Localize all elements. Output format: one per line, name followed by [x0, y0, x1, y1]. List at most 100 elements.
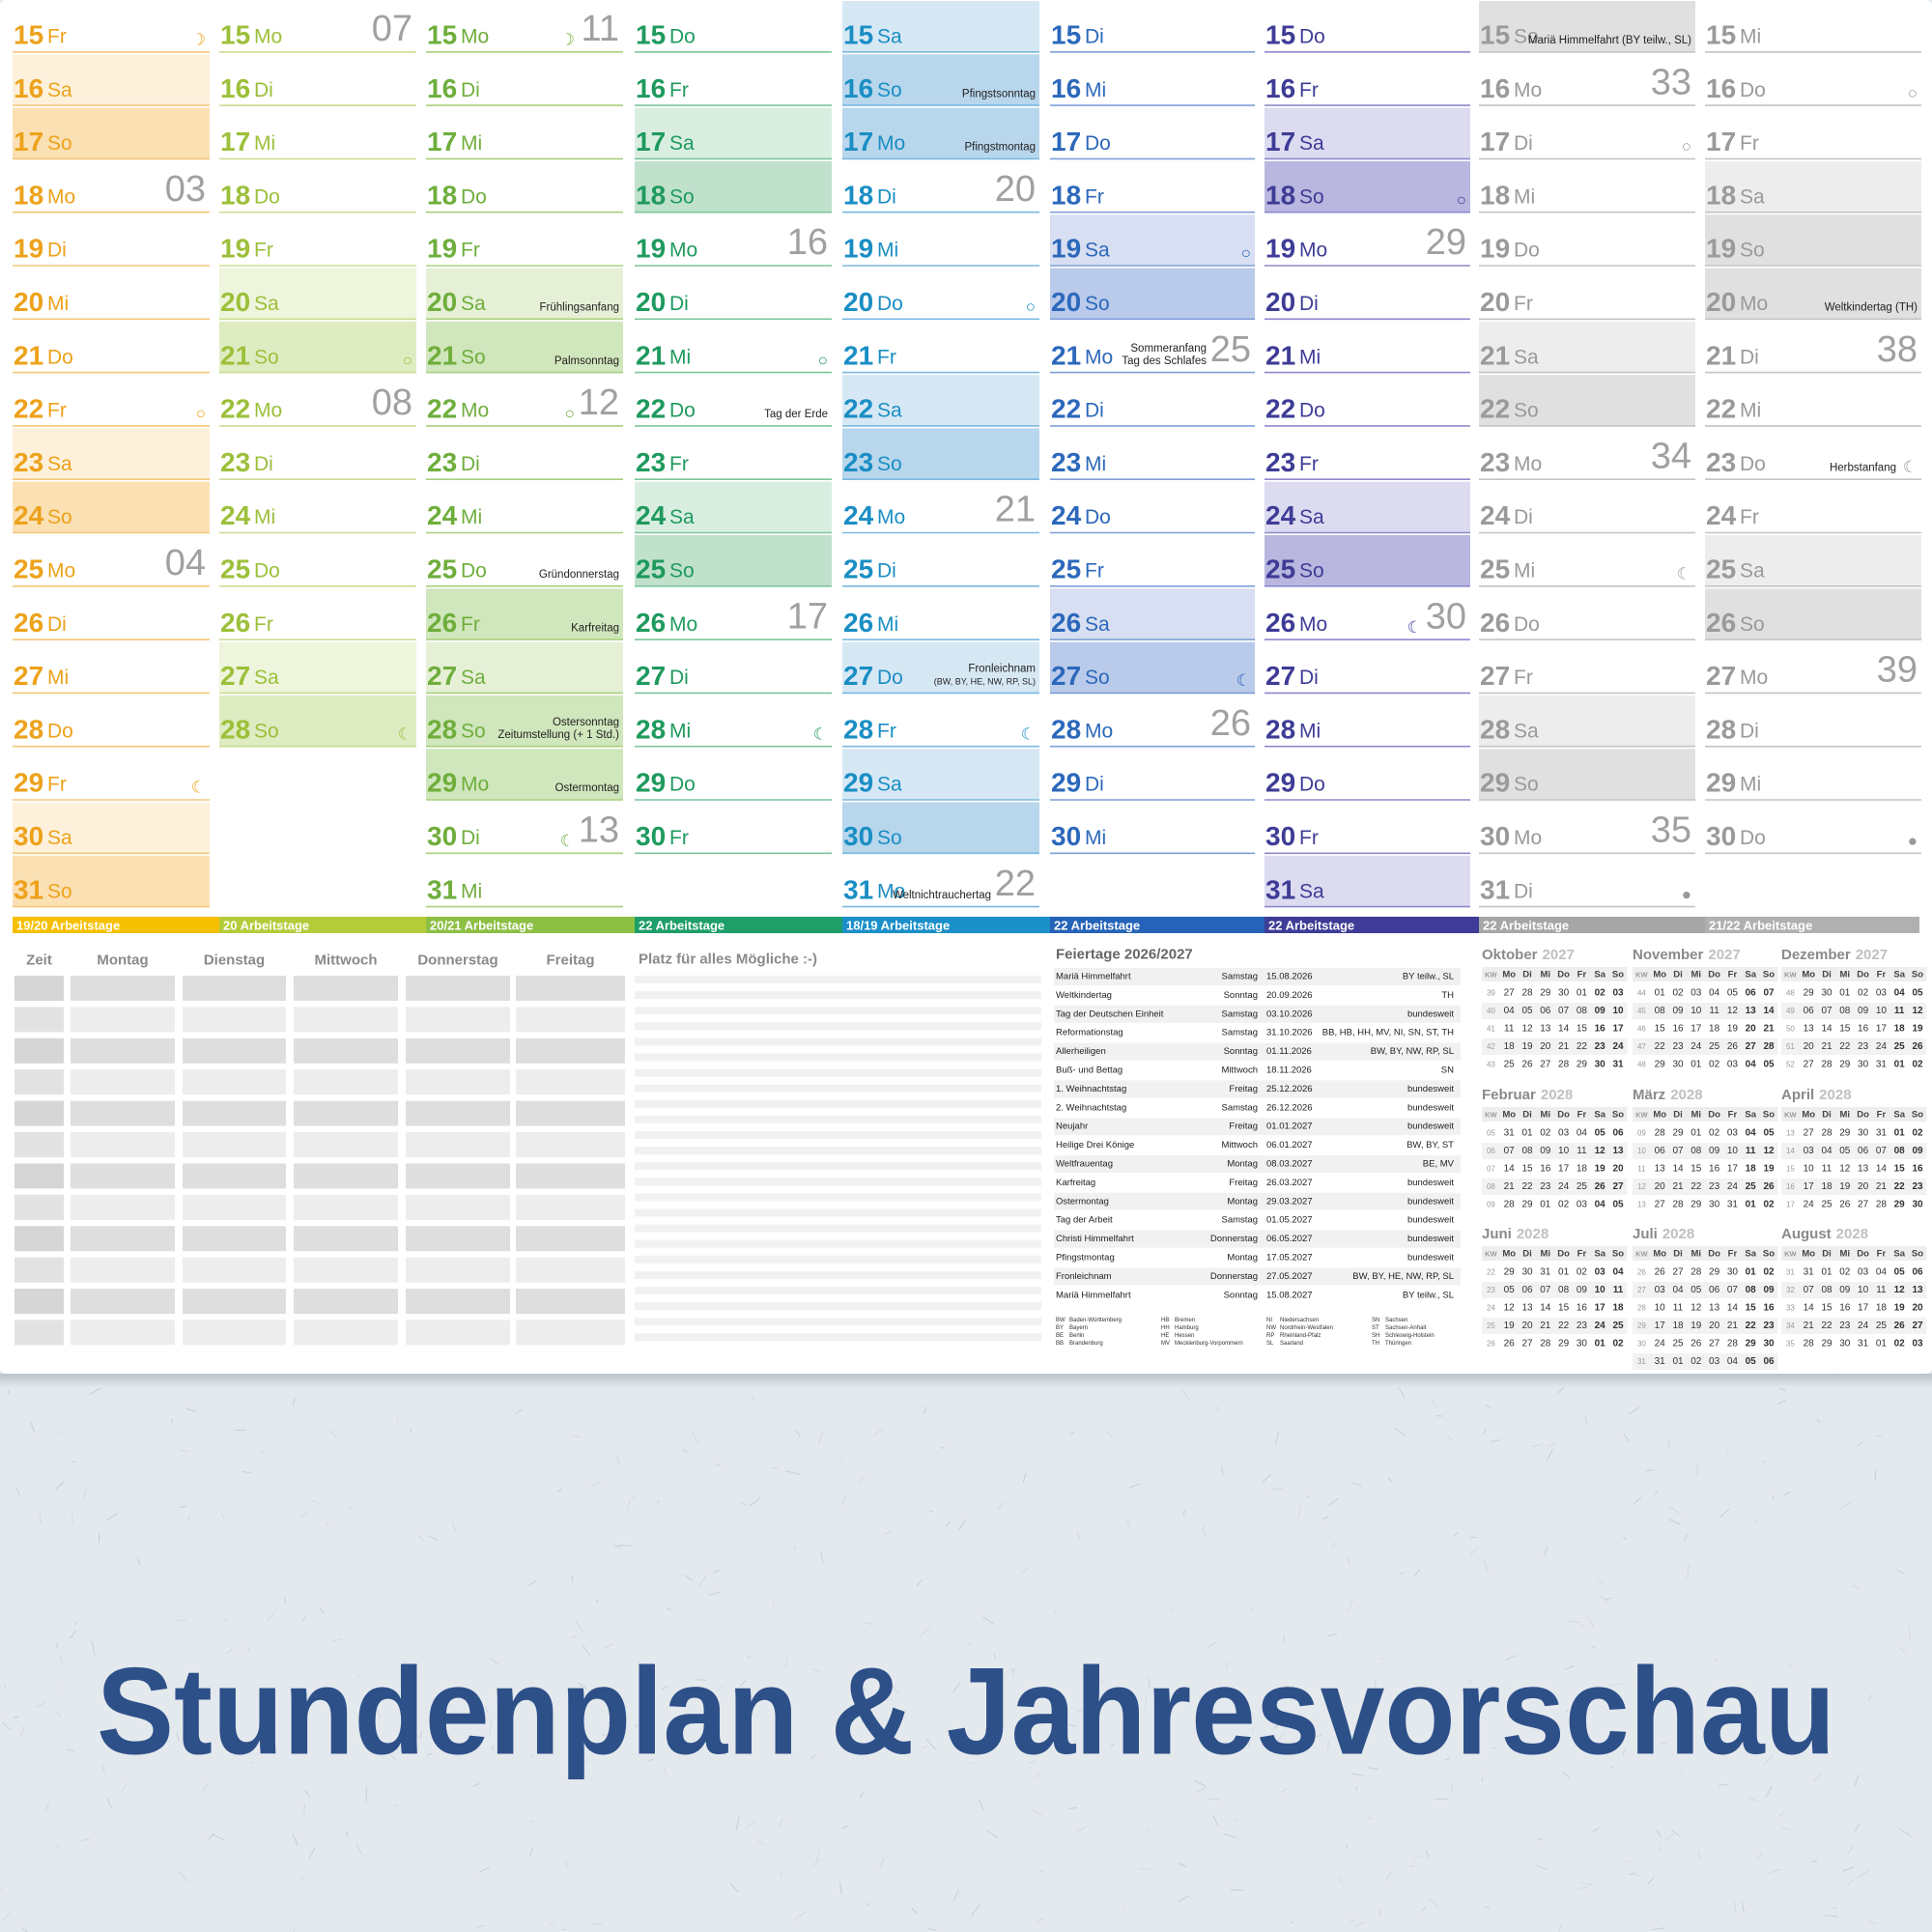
timetable-cell: [516, 1132, 625, 1157]
mini-head: Sa: [1594, 1110, 1605, 1121]
timetable-cell: [71, 1007, 175, 1033]
mini-day: 10: [1727, 1146, 1739, 1156]
speck: [867, 1902, 871, 1906]
speck: [574, 1620, 584, 1633]
speck: [375, 1706, 382, 1719]
mini-day: 05: [1612, 1200, 1624, 1210]
day-number: 24: [1051, 500, 1082, 530]
holiday-region: bundesweit: [1407, 1102, 1454, 1113]
mini-head-bg: [1482, 967, 1628, 981]
speck: [858, 1477, 864, 1487]
mini-day: 05: [1894, 1267, 1906, 1278]
holiday-date: 18.11.2026: [1266, 1065, 1312, 1076]
day-number: 31: [843, 874, 873, 904]
speck: [737, 1688, 742, 1695]
speck: [1667, 1440, 1670, 1449]
speck: [557, 1488, 562, 1492]
weekday: Fr: [1299, 827, 1319, 849]
speck: [1763, 1754, 1774, 1766]
day-number: 25: [14, 554, 43, 584]
speck: [394, 1804, 399, 1806]
mini-day: 28: [1672, 1200, 1684, 1210]
speck: [1568, 1620, 1581, 1624]
mini-day: 21: [1804, 1321, 1815, 1331]
mini-day: 23: [1912, 1181, 1923, 1192]
holiday-row-bg: [1054, 1118, 1461, 1136]
speck: [691, 1430, 698, 1442]
speck: [713, 1569, 720, 1575]
speck: [1578, 1885, 1590, 1889]
legend-state: Baden-Württemberg: [1069, 1318, 1122, 1323]
speck: [1350, 1919, 1355, 1923]
mini-week: 46: [1637, 1025, 1646, 1034]
mini-row-bg: [1781, 1038, 1927, 1055]
weekday: Sa: [877, 26, 902, 48]
day-number: 20: [1265, 287, 1295, 317]
weekday: Do: [669, 400, 696, 422]
mini-day: 22: [1690, 1181, 1702, 1192]
mini-week: 26: [1487, 1340, 1495, 1349]
holiday-shade: [426, 695, 623, 747]
mini-day: 15: [1894, 1164, 1906, 1175]
mini-row-bg: [1633, 1318, 1778, 1334]
speck: [357, 1675, 361, 1678]
legend-state: Bremen: [1175, 1318, 1195, 1323]
holiday-weekday: Donnerstag: [1210, 1271, 1258, 1282]
speck: [1251, 1726, 1255, 1733]
mini-day: 29: [1804, 988, 1815, 999]
speck: [1354, 1920, 1365, 1927]
day-number: 19: [427, 234, 457, 264]
day-note: Tag des Schlafes: [1122, 355, 1207, 367]
speck: [262, 1719, 275, 1730]
holiday-shade: [219, 695, 416, 747]
holiday-shade: [1705, 214, 1921, 266]
mini-day: 27: [1504, 988, 1516, 999]
mini-day: 31: [1858, 1339, 1869, 1350]
mini-head-bg: [1482, 1246, 1628, 1261]
speck: [1754, 1520, 1757, 1524]
holiday-shade: [1705, 268, 1921, 320]
speck: [308, 1847, 316, 1860]
mini-week: 33: [1786, 1304, 1795, 1313]
timetable-cell: [516, 1194, 625, 1220]
speck: [303, 1803, 306, 1817]
speck: [1225, 1662, 1228, 1670]
mini-head: So: [1912, 1110, 1923, 1121]
mini-day: 05: [1839, 1146, 1851, 1156]
speck: [1537, 1837, 1544, 1840]
weekday: Sa: [1740, 560, 1765, 582]
speck: [1075, 1531, 1081, 1539]
speck: [1633, 1496, 1641, 1505]
day-note: (BW, BY, HE, NW, RP, SL): [934, 677, 1036, 687]
speck: [785, 1470, 801, 1475]
speck: [70, 1630, 76, 1639]
mini-day: 02: [1912, 1128, 1923, 1139]
mini-head: Di: [1822, 1249, 1832, 1260]
mini-head: Mi: [1691, 970, 1702, 980]
speck: [1833, 1907, 1837, 1909]
day-number: 30: [843, 821, 873, 851]
mini-day: 28: [1821, 1128, 1833, 1139]
weekday: Fr: [1740, 506, 1759, 528]
day-number: 22: [14, 394, 43, 424]
legend-abbr: SN: [1372, 1318, 1379, 1323]
mini-day: 05: [1727, 988, 1739, 999]
day-number: 16: [1265, 73, 1295, 103]
mini-head: Do: [1708, 1110, 1720, 1121]
weekday: Mi: [461, 506, 482, 528]
speck: [14, 1487, 20, 1495]
day-note: Frühlingsanfang: [540, 302, 619, 314]
mini-row-bg: [1781, 1003, 1927, 1019]
legend-abbr: BB: [1056, 1341, 1064, 1347]
speck: [1275, 1731, 1286, 1743]
speck: [105, 1512, 119, 1521]
weekday: So: [1085, 293, 1110, 315]
day-number: 28: [220, 714, 250, 744]
mini-day: 30: [1577, 1339, 1588, 1350]
mini-head: KW: [1784, 1111, 1797, 1120]
holiday-name: Pfingstmontag: [1056, 1253, 1115, 1264]
day-number: 17: [636, 127, 666, 156]
mini-year: 2027: [1543, 947, 1575, 963]
weekday: Mi: [461, 880, 482, 902]
day-number: 24: [427, 500, 458, 530]
